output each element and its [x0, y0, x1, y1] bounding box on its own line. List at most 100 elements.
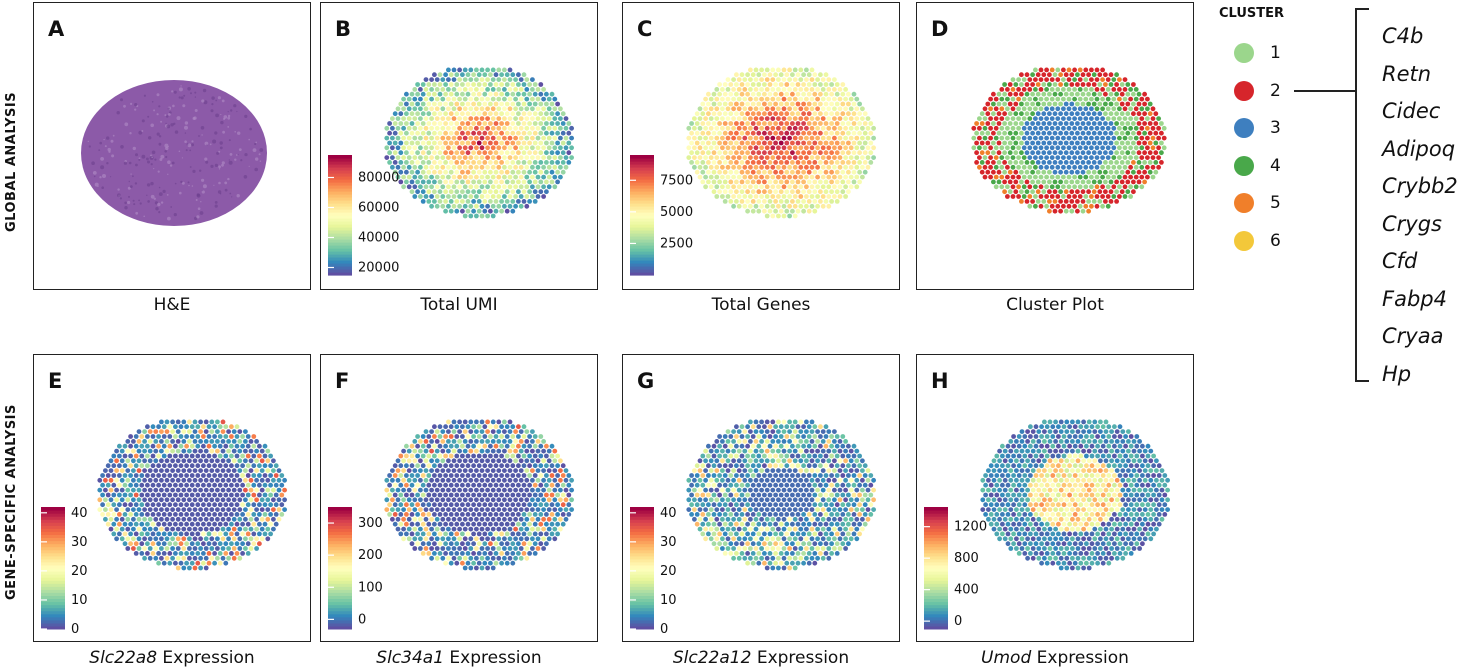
spot [832, 439, 837, 444]
spot [443, 560, 448, 566]
spot [999, 96, 1005, 102]
spot [524, 516, 530, 522]
spot [409, 502, 415, 508]
spot [479, 468, 485, 473]
spot [496, 116, 502, 121]
colorbar-segment [328, 185, 352, 189]
spot [507, 507, 513, 512]
spot [133, 551, 139, 556]
spot [440, 468, 446, 473]
spot [742, 106, 748, 112]
spot [532, 140, 538, 146]
spot [1072, 174, 1077, 180]
spot [460, 121, 465, 126]
spot [1002, 140, 1007, 146]
spot [209, 477, 215, 483]
spot [1147, 169, 1153, 175]
spot [1108, 140, 1114, 146]
spot [268, 502, 273, 508]
spot [443, 130, 448, 136]
spot [1055, 77, 1061, 82]
spot [409, 150, 415, 156]
spot [1030, 169, 1035, 175]
spot [857, 463, 862, 469]
spot [392, 482, 398, 488]
spot [1061, 106, 1066, 112]
spot [446, 419, 451, 425]
spot [395, 497, 401, 503]
spot [1038, 96, 1044, 102]
spot [502, 419, 507, 425]
spot [406, 174, 412, 180]
spot [493, 492, 499, 498]
spot [706, 91, 711, 97]
spot [490, 555, 496, 561]
spot [851, 179, 857, 185]
spot [499, 199, 504, 204]
spot [510, 121, 516, 126]
spot [717, 82, 722, 87]
spot [231, 477, 237, 483]
spot [555, 531, 560, 537]
spot [153, 468, 159, 473]
spot [482, 208, 488, 214]
spot [558, 116, 563, 121]
spot [448, 512, 454, 517]
spot [773, 179, 778, 185]
he-texture [160, 154, 165, 159]
spot [538, 111, 544, 117]
spot [100, 473, 105, 478]
spot [759, 468, 764, 473]
spot [1089, 116, 1094, 121]
spot [764, 429, 770, 434]
spot [527, 473, 532, 478]
spot [756, 130, 762, 136]
spot [530, 536, 535, 542]
spot [457, 106, 462, 112]
spot [223, 482, 229, 488]
he-texture [194, 91, 197, 94]
spot [770, 155, 776, 161]
spot [714, 468, 720, 473]
spot [569, 477, 574, 483]
spot [1083, 96, 1089, 102]
spot [387, 150, 392, 156]
spot [857, 453, 862, 459]
spot [1041, 179, 1047, 185]
spot [108, 477, 114, 483]
spot [532, 531, 538, 537]
spot [248, 458, 254, 464]
spot [865, 116, 871, 121]
spot [725, 184, 731, 190]
spot [479, 526, 485, 532]
spot [801, 101, 806, 107]
spot [1097, 101, 1103, 107]
spot [257, 492, 262, 498]
he-texture [99, 141, 102, 145]
spot [488, 424, 493, 430]
spot [544, 541, 549, 547]
spot [851, 91, 857, 97]
colorbar-segment [41, 598, 65, 603]
colorbar-segment [630, 230, 654, 234]
spot [538, 541, 544, 547]
colorbar-segment [328, 164, 352, 168]
spot [513, 468, 518, 473]
spot [809, 67, 815, 73]
spot [784, 443, 790, 449]
spot [773, 101, 778, 107]
spot [493, 160, 499, 165]
spot [714, 155, 720, 161]
spot [510, 434, 516, 439]
spot [815, 164, 820, 170]
spot [195, 531, 201, 537]
spot [826, 96, 832, 102]
spot [818, 443, 823, 449]
spot [538, 150, 544, 156]
spot [784, 424, 790, 430]
spot [999, 135, 1005, 141]
spot [105, 521, 111, 527]
spot [192, 487, 198, 493]
spot [412, 487, 418, 493]
colorbar-segment [328, 170, 352, 174]
